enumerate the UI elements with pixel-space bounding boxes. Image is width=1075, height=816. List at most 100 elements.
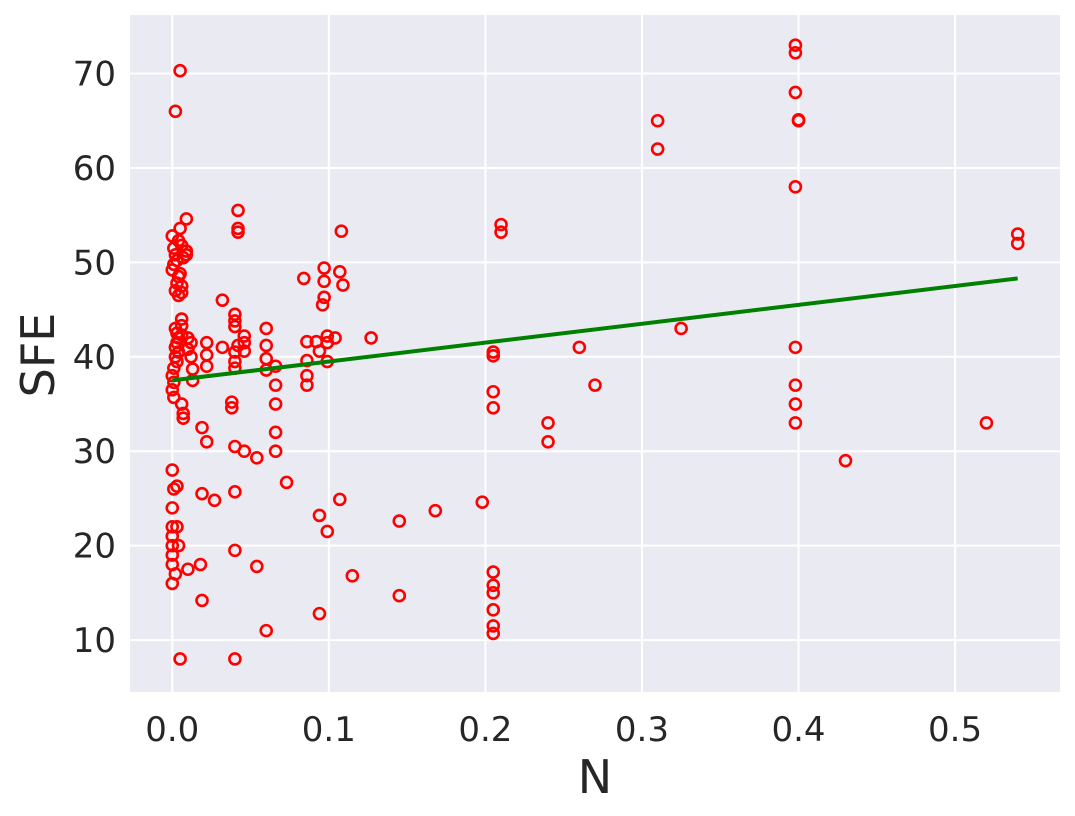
data-point xyxy=(199,434,214,449)
data-point xyxy=(165,529,180,544)
data-point xyxy=(173,652,187,666)
data-point xyxy=(193,557,208,572)
data-point xyxy=(231,225,245,239)
y-tick-labels: 10 20 30 40 50 60 70 xyxy=(73,55,116,662)
data-point xyxy=(268,378,283,392)
data-point xyxy=(174,328,189,342)
fit-line-layer xyxy=(172,276,1018,383)
data-point xyxy=(176,406,191,421)
y-tick-label: 30 xyxy=(73,432,116,472)
data-point xyxy=(174,285,189,300)
data-point xyxy=(268,425,283,440)
x-tick-label: 0.0 xyxy=(145,710,199,750)
data-point xyxy=(165,576,180,591)
data-point xyxy=(332,492,347,507)
data-point xyxy=(165,519,180,534)
data-point xyxy=(650,142,665,156)
data-point xyxy=(215,340,230,355)
data-point xyxy=(475,495,490,510)
data-point xyxy=(486,349,501,363)
data-point xyxy=(312,508,327,523)
data-point xyxy=(195,420,209,435)
data-point xyxy=(173,221,187,236)
data-point xyxy=(541,416,555,430)
data-point xyxy=(788,416,803,430)
x-tick-label: 0.2 xyxy=(458,710,512,750)
y-axis-label: SFE xyxy=(11,313,65,398)
y-tick-label: 60 xyxy=(73,149,116,189)
data-point xyxy=(228,485,242,499)
x-axis-label: N xyxy=(578,750,612,804)
data-point xyxy=(207,493,222,508)
data-point xyxy=(334,224,349,239)
data-point xyxy=(173,63,187,78)
data-point xyxy=(320,329,335,343)
data-point xyxy=(328,331,342,345)
data-point xyxy=(332,265,347,279)
data-point xyxy=(392,588,407,603)
data-point xyxy=(572,340,587,355)
data-point xyxy=(674,321,688,336)
data-point xyxy=(788,38,803,53)
x-tick-label: 0.5 xyxy=(928,710,982,750)
data-point xyxy=(215,293,230,307)
y-tick-label: 70 xyxy=(73,55,116,95)
data-points xyxy=(165,38,1025,666)
data-point xyxy=(228,314,242,328)
regression-line xyxy=(172,276,1018,383)
data-point xyxy=(315,298,330,312)
data-point xyxy=(788,180,803,194)
data-point xyxy=(195,486,209,501)
data-point xyxy=(317,274,331,289)
data-point xyxy=(199,359,214,374)
data-point xyxy=(173,266,187,281)
data-point xyxy=(181,562,195,577)
data-point xyxy=(170,479,184,493)
data-point xyxy=(224,400,239,415)
data-point xyxy=(228,354,242,369)
data-point xyxy=(259,321,274,336)
data-point xyxy=(345,569,360,583)
data-point xyxy=(486,619,501,633)
data-point xyxy=(176,250,191,265)
data-point xyxy=(838,453,853,468)
data-point xyxy=(268,397,283,411)
data-point xyxy=(788,378,803,392)
x-tick-label: 0.4 xyxy=(771,710,825,750)
data-point xyxy=(167,482,181,496)
data-point xyxy=(181,342,195,357)
data-point xyxy=(167,375,181,390)
data-point xyxy=(392,514,407,528)
data-point xyxy=(165,548,180,562)
data-point xyxy=(300,368,314,383)
data-point xyxy=(268,444,283,459)
data-point xyxy=(650,113,665,128)
data-point xyxy=(176,411,191,425)
x-tick-label: 0.3 xyxy=(615,710,669,750)
data-point xyxy=(300,334,314,349)
data-point xyxy=(165,368,180,383)
data-point xyxy=(486,565,501,579)
data-point xyxy=(228,652,242,666)
data-point xyxy=(588,378,602,392)
y-tick-label: 50 xyxy=(73,243,116,283)
x-tick-labels: 0.0 0.1 0.2 0.3 0.4 0.5 xyxy=(145,710,982,750)
plot-area xyxy=(130,15,1060,692)
data-point xyxy=(486,603,501,617)
data-point xyxy=(486,400,501,415)
data-point xyxy=(259,338,274,353)
data-point xyxy=(317,290,331,305)
data-point xyxy=(788,397,803,411)
data-point xyxy=(486,384,501,399)
data-point xyxy=(250,451,264,465)
data-point xyxy=(486,626,501,641)
data-point xyxy=(788,45,803,60)
data-point xyxy=(237,329,252,343)
grid-lines xyxy=(130,15,1060,692)
data-point xyxy=(237,444,252,459)
data-point xyxy=(231,203,245,218)
data-point xyxy=(224,395,239,409)
data-point xyxy=(165,383,180,397)
data-point xyxy=(171,538,186,553)
